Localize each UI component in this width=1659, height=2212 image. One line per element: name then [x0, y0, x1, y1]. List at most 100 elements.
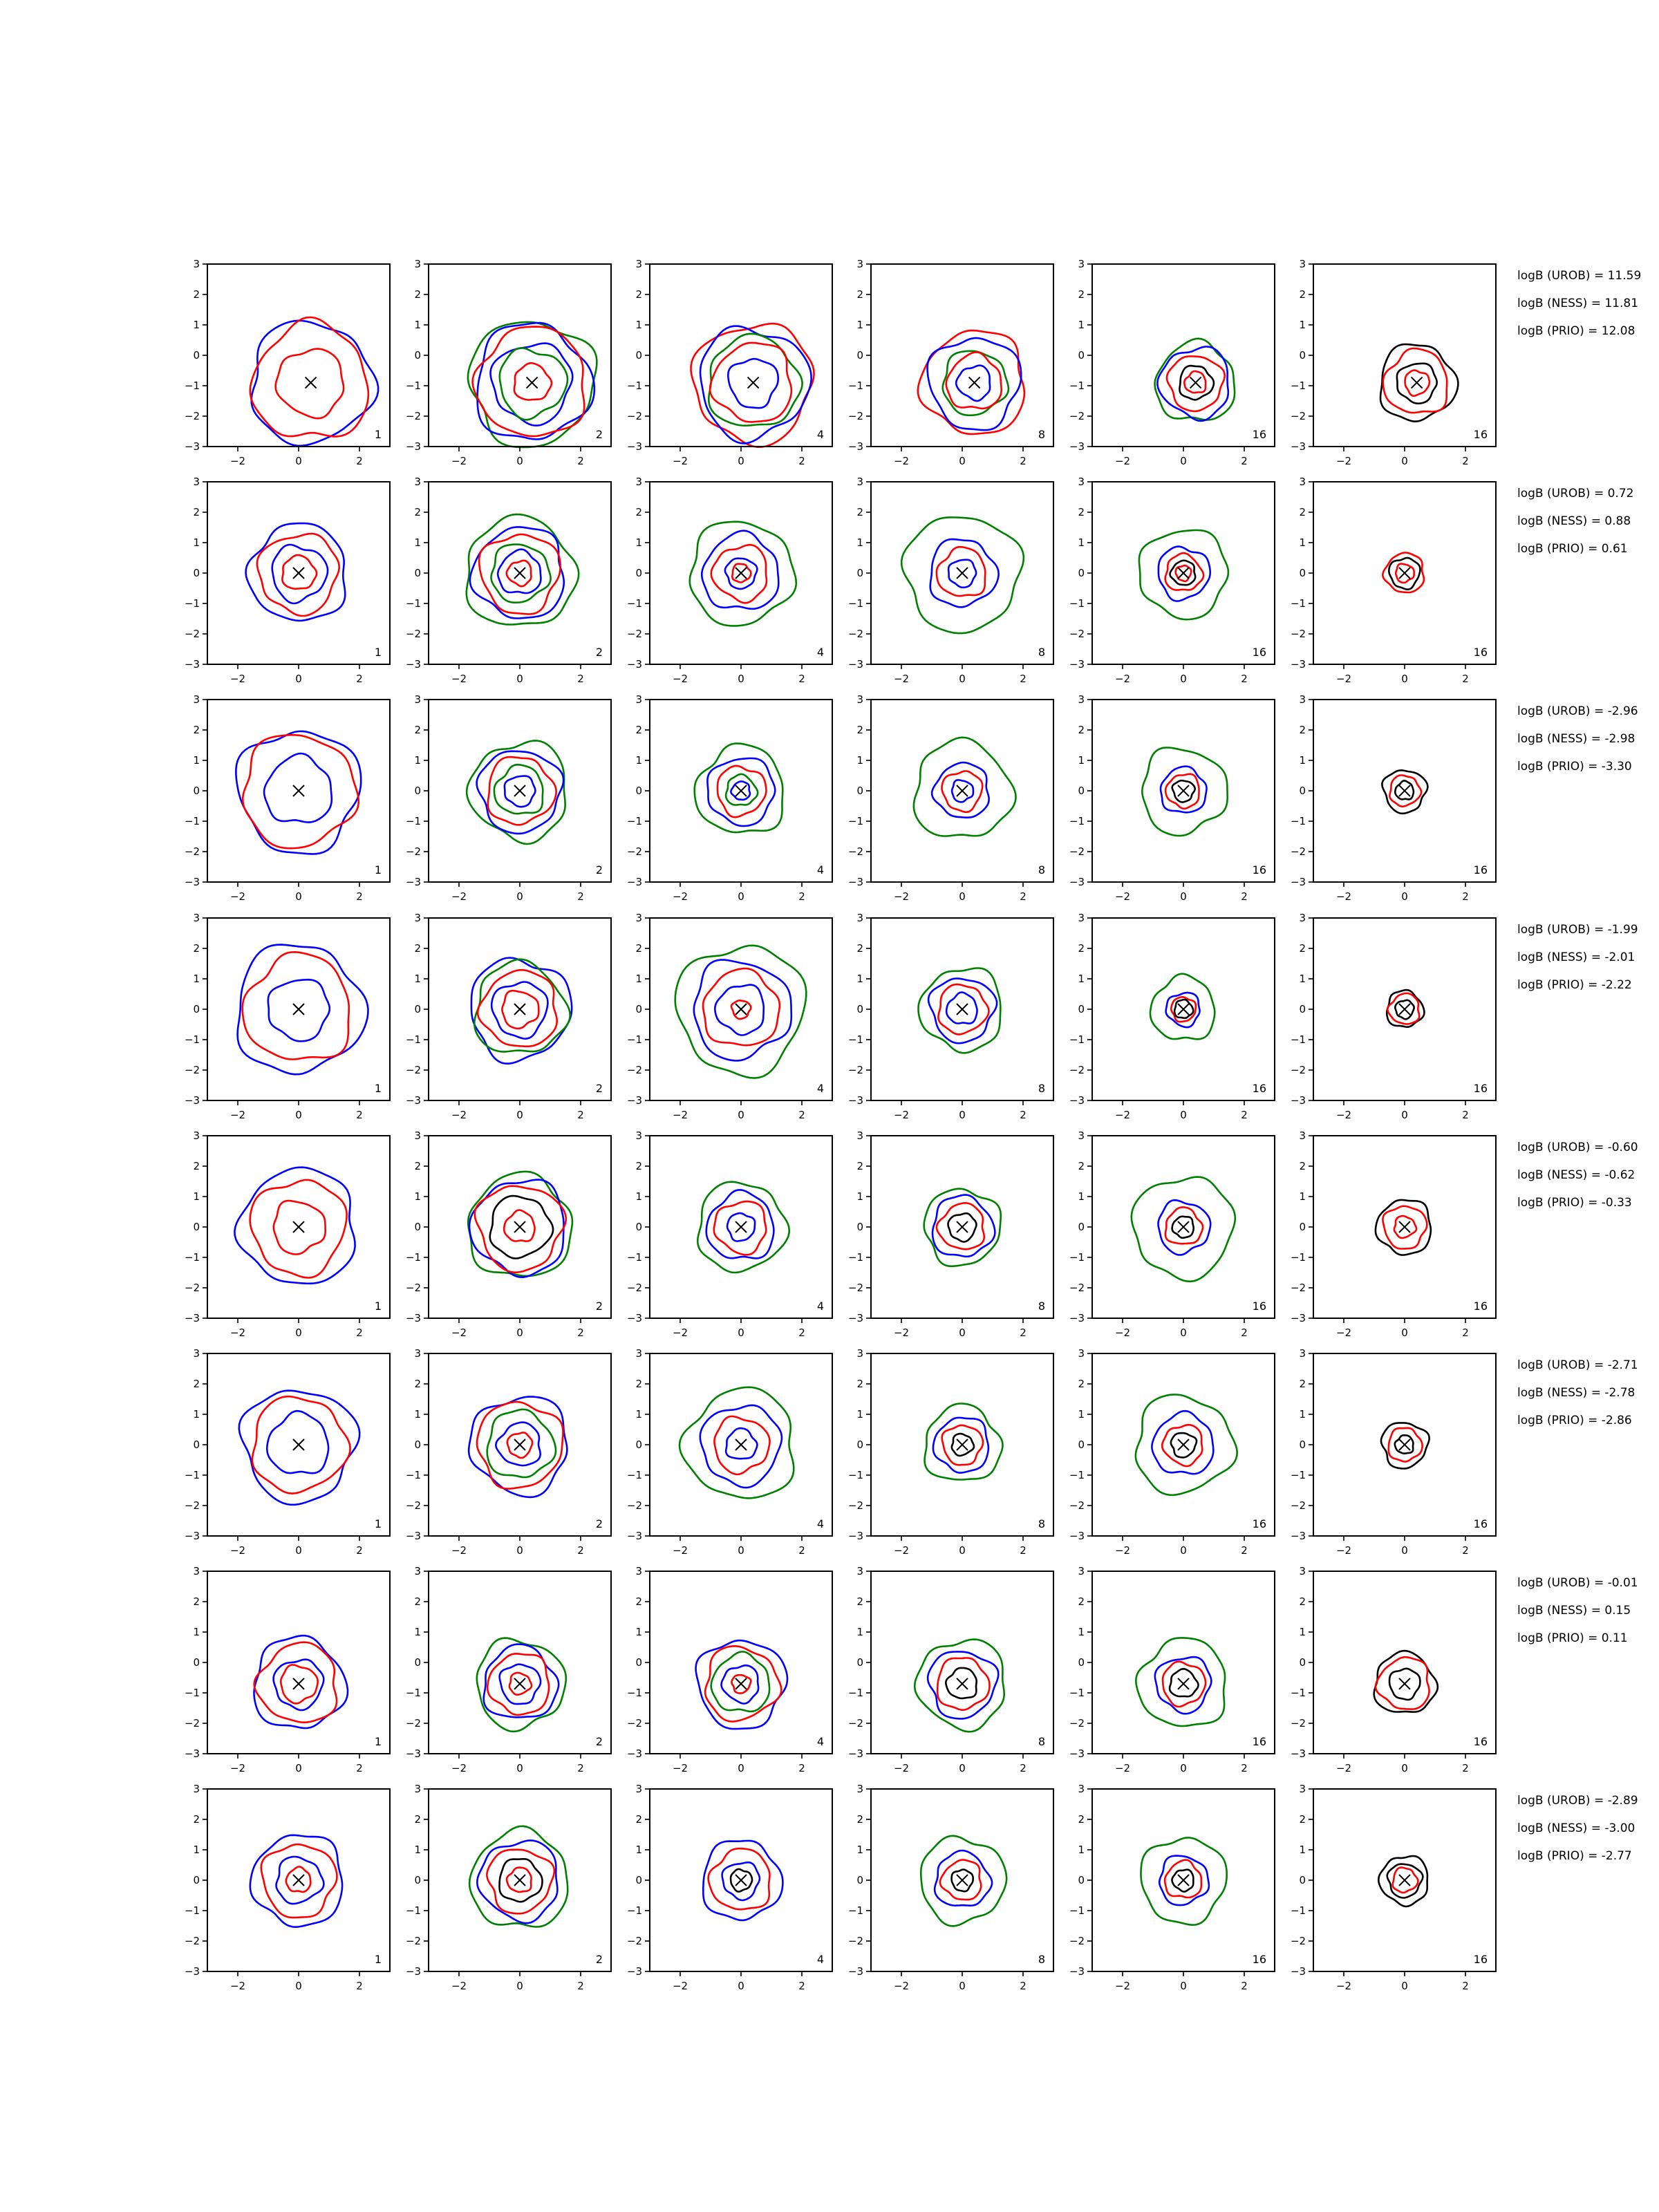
y-tick-label: 3 — [193, 1783, 200, 1795]
y-tick-label: −2 — [1291, 1717, 1306, 1730]
logb-stat-label: logB (PRIO) = -2.86 — [1517, 1414, 1632, 1427]
x-marker — [957, 568, 968, 579]
y-tick-label: −2 — [406, 1282, 421, 1294]
y-tick-label: 0 — [193, 1438, 200, 1451]
y-tick-label: −1 — [185, 815, 200, 827]
x-marker — [735, 1875, 747, 1886]
y-tick-label: 1 — [635, 973, 642, 985]
y-tick-label: 1 — [414, 1844, 421, 1856]
panel-r4-c5: −2 0 23210−1−2−316 — [1069, 912, 1275, 1121]
contour-blue — [930, 539, 999, 607]
x-tick-label: 0 — [1180, 1327, 1187, 1339]
x-tick-label: 0 — [1180, 890, 1187, 903]
y-tick-label: −2 — [1291, 410, 1306, 422]
contour-blue — [935, 1850, 992, 1906]
y-tick-label: −3 — [848, 440, 863, 453]
y-tick-label: 1 — [856, 1408, 863, 1421]
panel-r8-c4: −2 0 23210−1−2−38 — [848, 1783, 1053, 1992]
y-tick-label: 1 — [1078, 1844, 1085, 1856]
y-tick-label: −2 — [1291, 845, 1306, 858]
y-tick-label: 2 — [1078, 288, 1085, 301]
y-tick-label: 3 — [856, 912, 863, 924]
y-tick-label: 1 — [414, 536, 421, 549]
x-tick-label: 2 — [356, 673, 363, 685]
y-tick-label: 2 — [193, 942, 200, 955]
y-tick-label: −3 — [848, 1312, 863, 1324]
panel-count-label: 2 — [596, 428, 603, 441]
panel-r2-c6: −2 0 23210−1−2−316 — [1291, 476, 1496, 685]
y-tick-label: −2 — [848, 1064, 863, 1076]
x-tick-label: 2 — [577, 455, 584, 467]
y-tick-label: 3 — [856, 258, 863, 270]
y-tick-label: 1 — [635, 1626, 642, 1638]
panel-r1-c2: −2 0 23210−1−2−32 — [406, 258, 611, 467]
y-tick-label: 2 — [635, 288, 642, 301]
contour-green — [925, 1404, 1003, 1480]
x-tick-label: −2 — [451, 455, 467, 467]
y-tick-label: 0 — [856, 1438, 863, 1451]
y-tick-label: −3 — [185, 1530, 200, 1542]
x-tick-label: −2 — [1336, 890, 1351, 903]
x-tick-label: 2 — [798, 1980, 805, 1992]
y-tick-label: −2 — [185, 845, 200, 858]
y-tick-label: −3 — [848, 1965, 863, 1978]
y-tick-label: −3 — [185, 1965, 200, 1978]
panel-count-label: 2 — [596, 646, 603, 659]
contour-green — [679, 1387, 794, 1499]
y-tick-label: −2 — [1069, 1717, 1085, 1730]
y-tick-label: 1 — [414, 973, 421, 985]
x-tick-label: −2 — [1115, 1327, 1130, 1339]
y-tick-label: 1 — [1299, 1844, 1306, 1856]
x-tick-label: −2 — [230, 1544, 245, 1557]
y-tick-label: 2 — [635, 1160, 642, 1172]
x-tick-label: −2 — [894, 1762, 909, 1774]
panel-count-label: 16 — [1474, 646, 1488, 659]
x-tick-label: 0 — [295, 1980, 302, 1992]
y-tick-label: 3 — [635, 1347, 642, 1360]
x-marker — [514, 785, 525, 796]
y-tick-label: 1 — [414, 319, 421, 331]
x-marker — [1399, 1004, 1410, 1015]
contour-red — [478, 970, 557, 1047]
y-tick-label: 2 — [414, 506, 421, 518]
y-tick-label: −1 — [848, 597, 863, 610]
x-tick-label: −2 — [894, 673, 909, 685]
y-tick-label: −3 — [627, 1312, 642, 1324]
y-tick-label: −2 — [185, 1717, 200, 1730]
y-tick-label: −2 — [848, 1282, 863, 1294]
y-tick-label: 1 — [856, 1844, 863, 1856]
y-tick-label: −1 — [1291, 379, 1306, 392]
x-tick-label: 0 — [959, 1980, 966, 1992]
y-tick-label: 3 — [1299, 1130, 1306, 1142]
panel-count-label: 16 — [1474, 1735, 1488, 1748]
panel-count-label: 16 — [1474, 863, 1488, 877]
logb-stat-label: logB (PRIO) = 0.11 — [1517, 1631, 1628, 1645]
x-tick-label: 0 — [1401, 1327, 1408, 1339]
y-tick-label: −3 — [848, 1530, 863, 1542]
y-tick-label: −1 — [848, 1904, 863, 1917]
panel-r1-c4: −2 0 23210−1−2−38 — [848, 258, 1053, 467]
x-tick-label: 2 — [1241, 1109, 1248, 1121]
contour-red — [488, 757, 556, 825]
x-tick-label: 2 — [1020, 1980, 1027, 1992]
y-tick-label: −1 — [185, 1251, 200, 1264]
panel-r2-c1: −2 0 23210−1−2−31 — [185, 476, 390, 685]
y-tick-label: −2 — [1291, 1499, 1306, 1512]
y-tick-label: 0 — [1299, 349, 1306, 362]
y-tick-label: −1 — [185, 1687, 200, 1699]
x-tick-label: 2 — [577, 1980, 584, 1992]
logb-stat-label: logB (NESS) = -2.78 — [1517, 1386, 1635, 1400]
contour-blue — [491, 344, 573, 426]
x-marker — [293, 1875, 304, 1886]
x-tick-label: 2 — [1241, 890, 1248, 903]
x-marker — [293, 1678, 304, 1689]
y-tick-label: −2 — [627, 1499, 642, 1512]
y-tick-label: 3 — [1078, 912, 1085, 924]
contour-blue — [267, 1411, 328, 1473]
y-tick-label: −1 — [1069, 379, 1085, 392]
x-tick-label: −2 — [451, 1327, 467, 1339]
x-tick-label: −2 — [230, 1980, 245, 1992]
y-tick-label: 2 — [1299, 1160, 1306, 1172]
logb-stat-label: logB (UROB) = -2.89 — [1517, 1794, 1638, 1808]
y-tick-label: 1 — [856, 1190, 863, 1203]
